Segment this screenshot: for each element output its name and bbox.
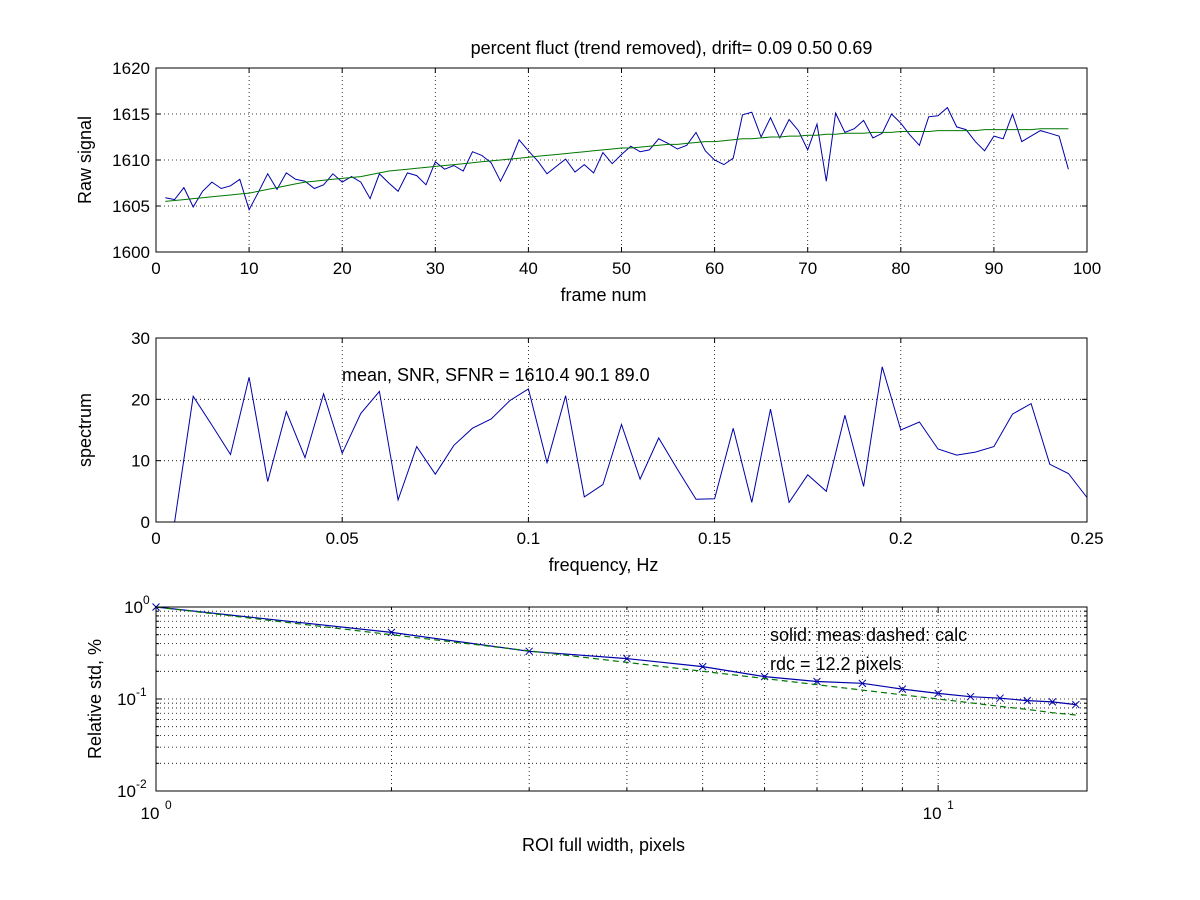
calc-line bbox=[155, 606, 1076, 716]
axes-frame bbox=[155, 606, 1088, 792]
data-marker bbox=[858, 679, 867, 688]
series-line-0 bbox=[165, 106, 1069, 212]
raw-signal-chart: 0 10 20 30 40 50 60 70 80 90 100 1600 1605 1610 1615 16… bbox=[75, 38, 1101, 305]
y-axis-label: spectrum bbox=[75, 393, 95, 467]
x-tick-label: 20 bbox=[333, 259, 352, 278]
y-tick-label: 10 bbox=[117, 782, 136, 801]
x-tick-label: 60 bbox=[705, 259, 724, 278]
y-axis-label: Relative std, % bbox=[85, 639, 105, 759]
y-tick-label: 30 bbox=[131, 329, 150, 348]
x-tick-label: 0.15 bbox=[698, 529, 731, 548]
y-tick-label: 1605 bbox=[112, 197, 150, 216]
data-marker bbox=[623, 654, 631, 663]
data-marker bbox=[698, 662, 707, 671]
rdc-annotation: rdc = 12.2 pixels bbox=[770, 654, 902, 674]
data-marker bbox=[898, 685, 907, 693]
x-tick-label: 100 bbox=[1073, 259, 1101, 278]
x-axis-label: frame num bbox=[560, 285, 646, 305]
data-marker bbox=[1048, 698, 1057, 706]
x-tick-label: 0.2 bbox=[889, 529, 913, 548]
series-line-1 bbox=[165, 128, 1069, 202]
data-marker bbox=[934, 689, 942, 698]
x-tick-label: 0.1 bbox=[517, 529, 541, 548]
legend-annotation: solid: meas dashed: calc bbox=[770, 625, 967, 645]
y-tick-label: 10 bbox=[131, 452, 150, 471]
spectrum-chart: 0 0.05 0.1 0.15 0.2 0.25 0 10 20 30 frequency, Hz s… bbox=[75, 329, 1104, 575]
y-tick-label: 10 bbox=[124, 598, 143, 617]
data-marker bbox=[1023, 696, 1032, 705]
x-tick-label: 50 bbox=[612, 259, 631, 278]
y-tick-exponent: 0 bbox=[143, 593, 150, 607]
x-tick-label: 10 bbox=[923, 804, 942, 823]
x-tick-label: 0.25 bbox=[1070, 529, 1103, 548]
plot-area bbox=[156, 338, 1087, 522]
x-tick-label: 0 bbox=[151, 259, 160, 278]
axes-frame bbox=[155, 67, 1088, 253]
y-tick-label: 20 bbox=[131, 390, 150, 409]
series-line-0 bbox=[174, 366, 1088, 523]
y-tick-label: 10 bbox=[117, 690, 136, 709]
y-tick-label: 1600 bbox=[112, 243, 150, 262]
data-marker bbox=[996, 694, 1004, 703]
y-tick-label: 0 bbox=[141, 513, 150, 532]
axes-frame bbox=[155, 337, 1088, 523]
x-axis-label: frequency, Hz bbox=[549, 555, 659, 575]
x-tick-label: 80 bbox=[891, 259, 910, 278]
x-tick-label: 0.05 bbox=[326, 529, 359, 548]
y-tick-label: 1610 bbox=[112, 151, 150, 170]
plot-area bbox=[156, 607, 1087, 791]
y-tick-label: 1615 bbox=[112, 105, 150, 124]
data-marker bbox=[966, 692, 975, 701]
y-axis-label: Raw signal bbox=[75, 116, 95, 204]
x-tick-label: 70 bbox=[798, 259, 817, 278]
chart-title: percent fluct (trend removed), drift= 0.… bbox=[471, 38, 873, 58]
x-tick-label: 30 bbox=[426, 259, 445, 278]
x-tick-label: 0 bbox=[151, 529, 160, 548]
x-tick-exponent: 1 bbox=[947, 798, 954, 812]
x-tick-exponent: 0 bbox=[165, 798, 172, 812]
x-tick-label: 10 bbox=[141, 804, 160, 823]
x-axis-label: ROI full width, pixels bbox=[522, 835, 685, 855]
x-tick-label: 10 bbox=[240, 259, 259, 278]
x-tick-label: 90 bbox=[984, 259, 1003, 278]
y-tick-exponent: -1 bbox=[136, 685, 147, 699]
data-marker bbox=[1072, 700, 1080, 709]
stats-annotation: mean, SNR, SFNR = 1610.4 90.1 89.0 bbox=[342, 365, 650, 385]
y-tick-label: 1620 bbox=[112, 59, 150, 78]
x-tick-label: 40 bbox=[519, 259, 538, 278]
y-tick-exponent: -2 bbox=[136, 777, 147, 791]
